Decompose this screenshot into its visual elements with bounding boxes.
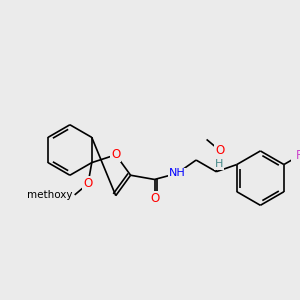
Text: methoxy: methoxy bbox=[27, 190, 73, 200]
Text: O: O bbox=[215, 144, 225, 157]
Text: NH: NH bbox=[169, 168, 185, 178]
Text: O: O bbox=[111, 148, 120, 161]
Text: O: O bbox=[150, 192, 159, 206]
Text: O: O bbox=[83, 177, 93, 190]
Text: F: F bbox=[296, 149, 300, 162]
Text: H: H bbox=[215, 159, 224, 169]
